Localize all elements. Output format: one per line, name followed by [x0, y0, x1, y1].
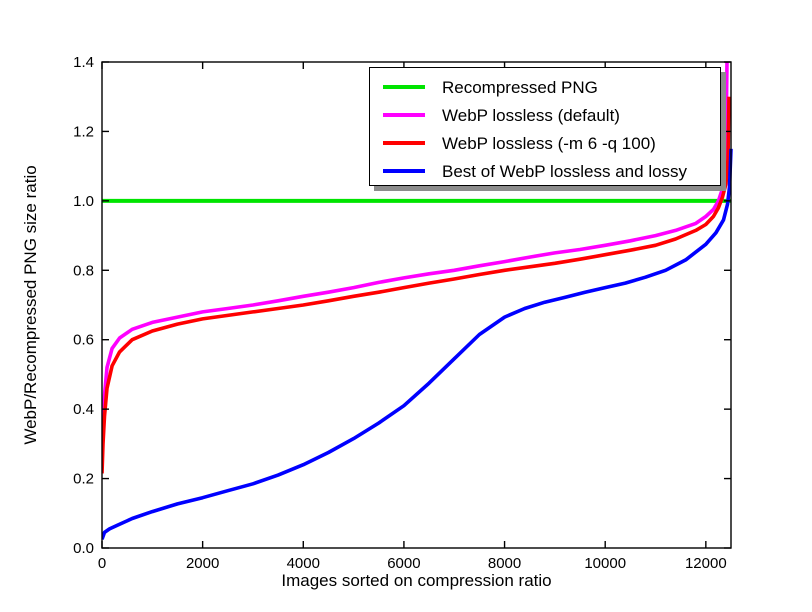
axes-frame	[101, 61, 732, 549]
x-tick-label: 0	[98, 555, 106, 572]
x-tick-label: 8000	[488, 555, 521, 572]
y-tick-label: 1.4	[73, 54, 94, 71]
legend-label-webp-lossless-m6-q100: WebP lossless (-m 6 -q 100)	[442, 133, 656, 153]
legend-label-recompressed-png: Recompressed PNG	[442, 77, 598, 97]
legend-swatch-webp-lossless-default	[383, 113, 425, 117]
y-tick-label: 1.2	[73, 123, 94, 140]
x-tick-label: 2000	[186, 555, 219, 572]
x-tick-label: 12000	[685, 555, 727, 572]
legend-label-best-of-webp-lossless-and-lossy: Best of WebP lossless and lossy	[442, 161, 688, 181]
legend-item-webp-lossless-m6-q100: WebP lossless (-m 6 -q 100)	[370, 129, 720, 157]
series-line-webp-lossless-default	[102, 61, 729, 458]
y-tick-label: 0.0	[73, 540, 94, 557]
legend-item-best-of-webp-lossless-and-lossy: Best of WebP lossless and lossy	[370, 157, 720, 185]
legend-item-webp-lossless-default: WebP lossless (default)	[370, 101, 720, 129]
y-tick-label: 1.0	[73, 193, 94, 210]
y-tick-label: 0.8	[73, 262, 94, 279]
legend-item-recompressed-png: Recompressed PNG	[370, 73, 720, 101]
series-line-webp-lossless-m6-q100	[102, 96, 731, 474]
y-tick-label: 0.2	[73, 471, 94, 488]
series-line-best-of-webp-lossless-and-lossy	[102, 148, 733, 540]
x-tick-label: 10000	[584, 555, 626, 572]
legend-swatch-recompressed-png	[383, 85, 425, 89]
legend: Recompressed PNG WebP lossless (default) W…	[369, 67, 721, 186]
y-tick-label: 0.4	[73, 401, 94, 418]
y-tick-label: 0.6	[73, 332, 94, 349]
y-axis-label: WebP/Recompressed PNG size ratio	[21, 165, 40, 444]
legend-label-webp-lossless-default: WebP lossless (default)	[442, 105, 620, 125]
legend-swatch-best-of-webp-lossless-and-lossy	[383, 169, 425, 173]
x-tick-label: 4000	[287, 555, 320, 572]
legend-swatch-webp-lossless-m6-q100	[383, 141, 425, 145]
x-axis-label: Images sorted on compression ratio	[281, 571, 551, 590]
x-tick-label: 6000	[387, 555, 420, 572]
